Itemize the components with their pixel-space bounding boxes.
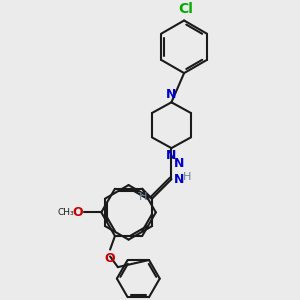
Text: N: N (166, 88, 177, 101)
Text: O: O (105, 251, 116, 265)
Text: H: H (139, 192, 147, 202)
Text: CH₃: CH₃ (57, 208, 74, 217)
Text: Cl: Cl (178, 2, 194, 16)
Text: O: O (72, 206, 83, 219)
Text: N: N (166, 149, 177, 162)
Text: H: H (183, 172, 191, 182)
Text: N: N (174, 173, 185, 186)
Text: N: N (174, 157, 185, 170)
